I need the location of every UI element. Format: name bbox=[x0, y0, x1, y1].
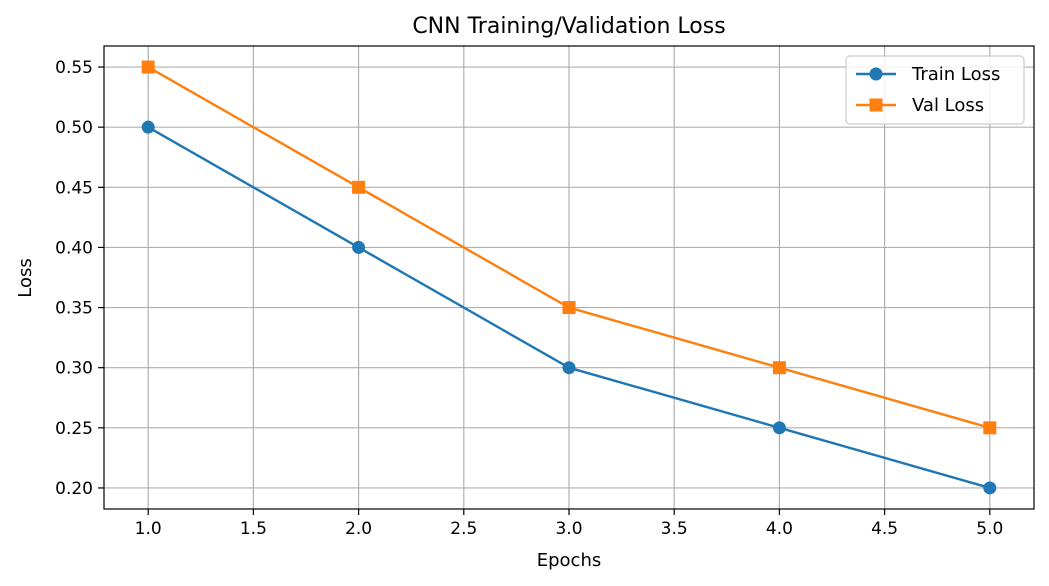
data-point bbox=[352, 240, 366, 254]
data-point bbox=[772, 421, 786, 435]
legend-item: Val Loss bbox=[856, 95, 984, 116]
x-axis-ticks: 1.0 1.5 2.0 2.5 3.0 3.5 4.0 4.5 5.0 bbox=[135, 509, 1003, 539]
data-point bbox=[141, 120, 155, 134]
x-tick-label: 1.0 bbox=[135, 519, 162, 539]
x-tick-label: 5.0 bbox=[976, 519, 1003, 539]
y-tick-label: 0.25 bbox=[55, 419, 93, 439]
y-tick-label: 0.20 bbox=[55, 479, 93, 499]
y-tick-label: 0.40 bbox=[55, 238, 93, 258]
series-layer bbox=[141, 60, 997, 495]
x-tick-label: 2.0 bbox=[345, 519, 372, 539]
legend-label: Train Loss bbox=[911, 64, 1000, 85]
x-axis-label: Epochs bbox=[537, 550, 602, 571]
y-tick-label: 0.55 bbox=[55, 58, 93, 78]
series-train-loss bbox=[141, 120, 997, 495]
y-tick-label: 0.30 bbox=[55, 359, 93, 379]
data-point bbox=[562, 361, 576, 375]
y-tick-label: 0.35 bbox=[55, 299, 93, 319]
x-tick-label: 3.0 bbox=[555, 519, 582, 539]
data-point bbox=[983, 421, 997, 435]
x-tick-label: 4.0 bbox=[766, 519, 793, 539]
chart-title: CNN Training/Validation Loss bbox=[412, 14, 725, 39]
data-point bbox=[983, 481, 997, 495]
legend: Train Loss Val Loss bbox=[845, 55, 1025, 125]
x-tick-label: 1.5 bbox=[240, 519, 267, 539]
data-point bbox=[352, 180, 366, 194]
data-point bbox=[772, 361, 786, 375]
x-tick-label: 2.5 bbox=[450, 519, 477, 539]
x-tick-label: 4.5 bbox=[871, 519, 898, 539]
legend-swatch-marker bbox=[869, 98, 883, 112]
series-val-loss bbox=[141, 60, 997, 435]
y-axis-label: Loss bbox=[15, 258, 36, 297]
y-tick-label: 0.45 bbox=[55, 178, 93, 198]
legend-item: Train Loss bbox=[856, 64, 1000, 85]
data-point bbox=[562, 301, 576, 315]
legend-label: Val Loss bbox=[912, 95, 984, 116]
y-axis-ticks: 0.20 0.25 0.30 0.35 0.40 0.45 0.50 0.55 bbox=[55, 58, 104, 499]
legend-swatch-marker bbox=[869, 67, 883, 81]
data-point bbox=[141, 60, 155, 74]
x-tick-label: 3.5 bbox=[661, 519, 688, 539]
y-tick-label: 0.50 bbox=[55, 118, 93, 138]
